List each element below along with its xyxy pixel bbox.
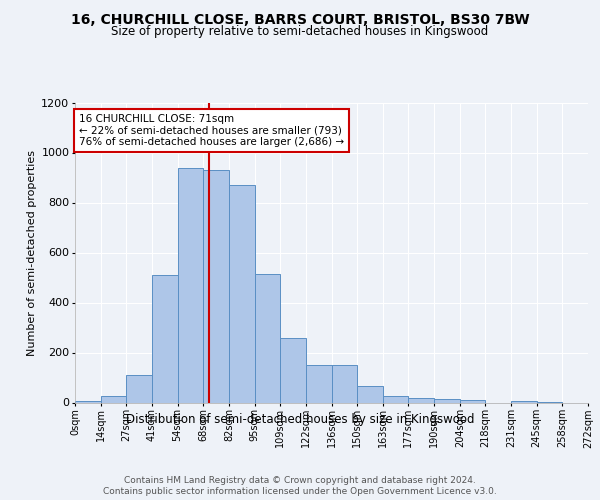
Text: Contains public sector information licensed under the Open Government Licence v3: Contains public sector information licen… xyxy=(103,488,497,496)
Bar xyxy=(152,275,178,402)
Text: Size of property relative to semi-detached houses in Kingswood: Size of property relative to semi-detach… xyxy=(112,25,488,38)
Bar xyxy=(75,401,101,402)
Bar xyxy=(229,185,254,402)
Text: Contains HM Land Registry data © Crown copyright and database right 2024.: Contains HM Land Registry data © Crown c… xyxy=(124,476,476,485)
Bar xyxy=(254,274,280,402)
Text: 16 CHURCHILL CLOSE: 71sqm
← 22% of semi-detached houses are smaller (793)
76% of: 16 CHURCHILL CLOSE: 71sqm ← 22% of semi-… xyxy=(79,114,344,147)
Bar xyxy=(511,401,536,402)
Bar xyxy=(434,399,460,402)
Bar xyxy=(280,338,306,402)
Bar xyxy=(203,170,229,402)
Bar xyxy=(409,398,434,402)
Y-axis label: Number of semi-detached properties: Number of semi-detached properties xyxy=(27,150,37,356)
Text: Distribution of semi-detached houses by size in Kingswood: Distribution of semi-detached houses by … xyxy=(126,412,474,426)
Bar xyxy=(306,365,331,403)
Bar xyxy=(101,396,127,402)
Bar xyxy=(460,400,485,402)
Bar xyxy=(127,375,152,402)
Bar xyxy=(357,386,383,402)
Bar xyxy=(178,168,203,402)
Text: 16, CHURCHILL CLOSE, BARRS COURT, BRISTOL, BS30 7BW: 16, CHURCHILL CLOSE, BARRS COURT, BRISTO… xyxy=(71,12,529,26)
Bar xyxy=(331,365,357,403)
Bar xyxy=(383,396,409,402)
